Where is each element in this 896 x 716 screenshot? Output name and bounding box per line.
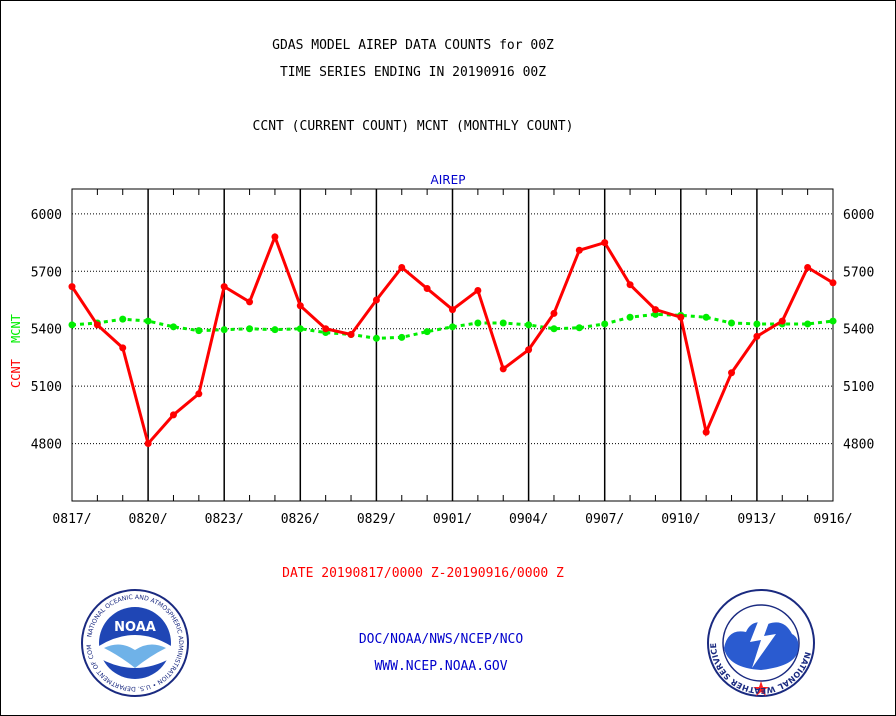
y-tick-label-right: 6000 xyxy=(843,208,874,223)
series-mcnt-point xyxy=(398,333,406,341)
url-text: WWW.NCEP.NOAA.GOV xyxy=(374,659,508,674)
series-mcnt-point xyxy=(68,321,76,329)
series-ccnt-point xyxy=(119,344,127,352)
series-ccnt-point xyxy=(246,298,254,306)
series-ccnt-point xyxy=(347,330,355,338)
series-mcnt-point xyxy=(753,320,761,328)
series-ccnt-point xyxy=(499,365,507,373)
series-ccnt-point xyxy=(296,302,304,310)
series-ccnt-point xyxy=(728,369,736,377)
series-mcnt-point xyxy=(423,328,431,336)
x-tick-label: 0904/ xyxy=(509,512,548,527)
series-mcnt-point xyxy=(271,326,279,334)
series-ccnt-point xyxy=(398,263,406,271)
series-mcnt-point xyxy=(651,310,659,318)
subtitle: CCNT (CURRENT COUNT) MCNT (MONTHLY COUNT… xyxy=(252,119,574,134)
series-ccnt-point xyxy=(93,321,101,329)
y-tick-label-left: 6000 xyxy=(31,208,62,223)
series-ccnt-point xyxy=(423,285,431,293)
series-mcnt-point xyxy=(195,327,203,335)
x-tick-label: 0826/ xyxy=(281,512,320,527)
series-mcnt-point xyxy=(575,324,583,332)
ylabel-mcnt: MCNT xyxy=(9,314,23,343)
series-mcnt-point xyxy=(702,313,710,321)
x-tick-label: 0910/ xyxy=(661,512,700,527)
series-mcnt-point xyxy=(474,319,482,327)
series-ccnt-point xyxy=(651,306,659,314)
x-tick-label: 0829/ xyxy=(357,512,396,527)
series-mcnt-point xyxy=(499,319,507,327)
series-ccnt-point xyxy=(804,263,812,271)
series-mcnt-point xyxy=(169,323,177,331)
series-ccnt-point xyxy=(829,279,837,287)
series-ccnt-point xyxy=(220,283,228,291)
series-mcnt-point xyxy=(829,317,837,325)
y-tick-label-right: 4800 xyxy=(843,438,874,453)
y-tick-label-left: 5400 xyxy=(31,323,62,338)
series-ccnt-point xyxy=(322,325,330,333)
title-line-1: GDAS MODEL AIREP DATA COUNTS for 00Z xyxy=(272,38,554,53)
noaa-logo: NOAA NATIONAL OCEANIC AND ATMOSPHERIC AD… xyxy=(80,588,189,697)
series-ccnt-point xyxy=(753,332,761,340)
x-tick-label: 0823/ xyxy=(205,512,244,527)
series-ccnt-point xyxy=(372,296,380,304)
series-ccnt-point xyxy=(449,306,456,314)
series-mcnt-point xyxy=(119,315,127,323)
series-ccnt-point xyxy=(778,317,786,325)
series-mcnt-point xyxy=(220,326,228,334)
org-line: DOC/NOAA/NWS/NCEP/NCO xyxy=(358,632,524,647)
series-ccnt-point xyxy=(271,233,279,241)
series-ccnt-point xyxy=(702,428,710,436)
title-line-2: TIME SERIES ENDING IN 20190916 00Z xyxy=(279,65,547,80)
chart-title: AIREP xyxy=(431,173,466,187)
series-ccnt-point xyxy=(144,440,152,448)
x-tick-label: 0820/ xyxy=(129,512,168,527)
y-tick-label-right: 5700 xyxy=(843,265,874,280)
date-range-label: DATE 20190817/0000 Z-20190916/0000 Z xyxy=(282,566,564,581)
x-tick-label: 0916/ xyxy=(813,512,852,527)
series-mcnt-point xyxy=(372,334,380,342)
x-tick-label: 0901/ xyxy=(433,512,472,527)
y-tick-label-left: 4800 xyxy=(31,438,62,453)
series-mcnt-point xyxy=(449,323,456,331)
series-mcnt-point xyxy=(246,325,254,333)
series-mcnt-point xyxy=(144,317,152,325)
y-tick-label-right: 5400 xyxy=(843,323,874,338)
series-mcnt-point xyxy=(728,319,736,327)
series-mcnt-point xyxy=(525,321,533,329)
series-ccnt-point xyxy=(575,246,583,254)
series-ccnt-point xyxy=(474,286,482,294)
series-ccnt-point xyxy=(525,346,533,354)
series-ccnt-point xyxy=(626,281,634,289)
series-mcnt-point xyxy=(601,320,609,328)
series-ccnt-point xyxy=(601,239,609,247)
series-ccnt-point xyxy=(169,411,177,419)
y-tick-label-right: 5100 xyxy=(843,380,874,395)
series-ccnt-point xyxy=(677,313,685,321)
ylabel-ccnt: CCNT xyxy=(9,359,23,388)
y-tick-label-left: 5700 xyxy=(31,265,62,280)
series-ccnt-point xyxy=(68,283,76,291)
series-mcnt-point xyxy=(626,313,634,321)
series-mcnt-point xyxy=(550,325,558,333)
x-tick-label: 0817/ xyxy=(52,512,91,527)
x-tick-label: 0913/ xyxy=(737,512,776,527)
nws-logo: NATIONAL WEATHER SERVICE xyxy=(707,589,815,697)
series-ccnt-point xyxy=(195,390,203,398)
y-tick-label-left: 5100 xyxy=(31,380,62,395)
series-mcnt-point xyxy=(296,325,304,333)
series-mcnt-point xyxy=(804,320,812,328)
svg-text:NOAA: NOAA xyxy=(114,620,156,635)
x-tick-label: 0907/ xyxy=(585,512,624,527)
series-ccnt-point xyxy=(550,309,558,317)
